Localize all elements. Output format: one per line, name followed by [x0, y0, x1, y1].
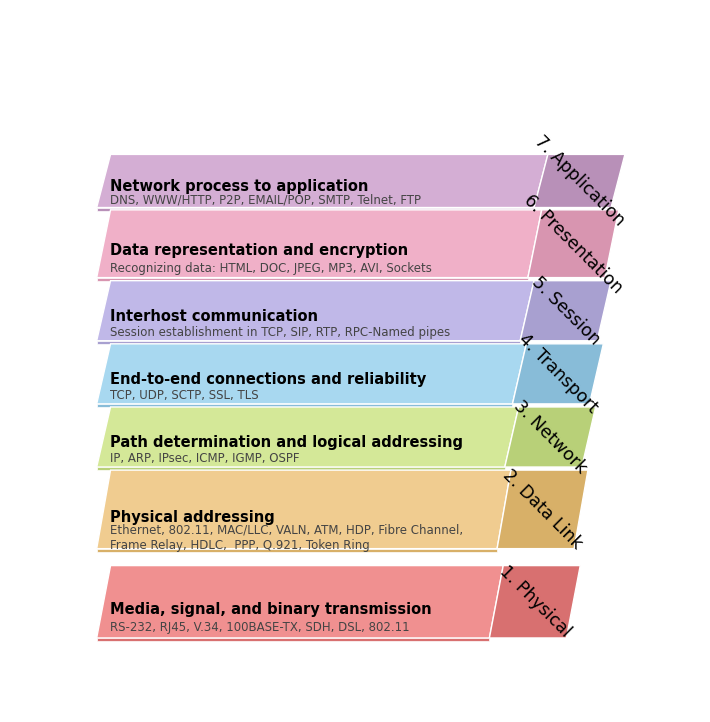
Text: Network process to application: Network process to application: [110, 179, 368, 193]
Text: End-to-end connections and reliability: End-to-end connections and reliability: [110, 373, 426, 388]
Text: DNS, WWW/HTTP, P2P, EMAIL/POP, SMTP, Telnet, FTP: DNS, WWW/HTTP, P2P, EMAIL/POP, SMTP, Tel…: [110, 193, 421, 206]
Text: 2. Data Link: 2. Data Link: [499, 466, 586, 552]
Text: 6. Presentation: 6. Presentation: [520, 191, 626, 297]
Polygon shape: [97, 549, 497, 552]
Text: Data representation and encryption: Data representation and encryption: [110, 243, 408, 258]
Text: 1. Physical: 1. Physical: [496, 562, 574, 641]
Text: 7. Application: 7. Application: [531, 132, 628, 230]
Text: IP, ARP, IPsec, ICMP, IGMP, OSPF: IP, ARP, IPsec, ICMP, IGMP, OSPF: [110, 452, 300, 465]
Text: Path determination and logical addressing: Path determination and logical addressin…: [110, 435, 463, 451]
Polygon shape: [97, 281, 534, 341]
Text: Recognizing data: HTML, DOC, JPEG, MP3, AVI, Sockets: Recognizing data: HTML, DOC, JPEG, MP3, …: [110, 261, 432, 274]
Polygon shape: [97, 341, 520, 344]
Text: 3. Network: 3. Network: [510, 397, 590, 477]
Polygon shape: [97, 207, 534, 211]
Polygon shape: [97, 210, 542, 277]
Text: Media, signal, and binary transmission: Media, signal, and binary transmission: [110, 601, 432, 617]
Polygon shape: [520, 281, 611, 341]
Polygon shape: [97, 470, 511, 549]
Text: 4. Transport: 4. Transport: [515, 331, 601, 417]
Text: 5. Session: 5. Session: [528, 273, 604, 349]
Text: Ethernet, 802.11, MAC/LLC, VALN, ATM, HDP, Fibre Channel,
Frame Relay, HDLC,  PP: Ethernet, 802.11, MAC/LLC, VALN, ATM, HD…: [110, 523, 463, 552]
Polygon shape: [97, 344, 526, 404]
Polygon shape: [528, 210, 618, 277]
Polygon shape: [489, 565, 580, 638]
Text: RS-232, RJ45, V.34, 100BASE-TX, SDH, DSL, 802.11: RS-232, RJ45, V.34, 100BASE-TX, SDH, DSL…: [110, 622, 410, 635]
Polygon shape: [97, 155, 548, 207]
Polygon shape: [497, 470, 588, 549]
Polygon shape: [97, 407, 518, 467]
Text: TCP, UDP, SCTP, SSL, TLS: TCP, UDP, SCTP, SSL, TLS: [110, 389, 258, 402]
Text: Physical addressing: Physical addressing: [110, 510, 275, 525]
Polygon shape: [534, 155, 625, 207]
Polygon shape: [97, 638, 489, 641]
Polygon shape: [97, 565, 503, 638]
Polygon shape: [513, 344, 604, 404]
Polygon shape: [505, 407, 596, 467]
Polygon shape: [97, 277, 528, 281]
Polygon shape: [97, 467, 505, 470]
Polygon shape: [97, 404, 513, 407]
Text: Session establishment in TCP, SIP, RTP, RPC-Named pipes: Session establishment in TCP, SIP, RTP, …: [110, 326, 450, 339]
Text: Interhost communication: Interhost communication: [110, 309, 318, 324]
